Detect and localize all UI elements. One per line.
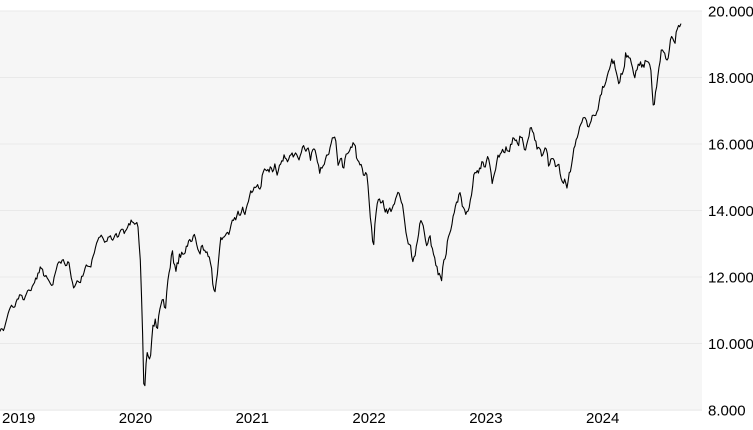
y-axis-tick-label: 18.000 (708, 70, 753, 87)
y-axis-tick-label: 16.000 (708, 137, 753, 154)
price-line (0, 23, 682, 387)
y-axis-labels: 8.000 10.000 12.000 14.000 16.000 18.000 20.00… (708, 4, 753, 420)
y-axis-tick-label: 8.000 (708, 403, 746, 420)
x-axis-tick-label: 2020 (119, 410, 152, 427)
y-axis-tick-label: 20.000 (708, 4, 753, 21)
x-axis-tick-label: 2023 (469, 410, 502, 427)
y-axis-tick-label: 12.000 (708, 270, 753, 287)
x-axis-tick-label: 2024 (586, 410, 619, 427)
gridlines (0, 10, 702, 411)
y-axis-tick-label: 14.000 (708, 203, 753, 220)
x-axis-tick-label: 2022 (352, 410, 385, 427)
x-axis-tick-label: 2021 (236, 410, 269, 427)
x-axis-tick-label: 2019 (2, 410, 35, 427)
y-axis-tick-label: 10.000 (708, 336, 753, 353)
x-axis-labels: 2019 2020 2021 2022 2023 2024 (2, 410, 619, 427)
